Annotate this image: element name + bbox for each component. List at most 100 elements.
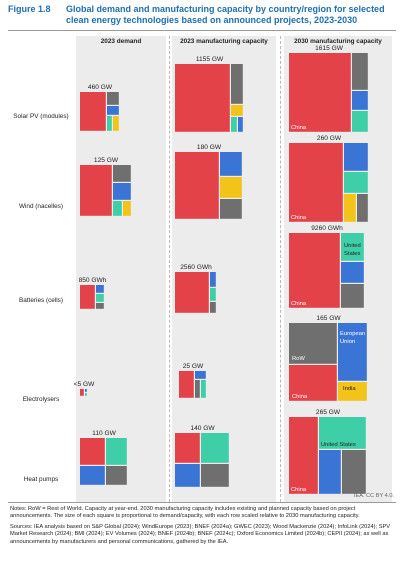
column-header: 2023 demand [100,38,142,45]
sources-text: Sources: IEA analysis based on S&P Globa… [10,523,391,545]
cell-value-label: 110 GW [92,430,116,437]
tile-other [195,380,200,398]
tile-china [289,233,340,308]
tile-united-states [344,172,368,193]
row-label-solar-pv: Solar PV (modules) [13,113,69,120]
tile-united-states [352,111,368,132]
top-rule [8,30,396,31]
tile-united-states [201,380,206,398]
cell-value-label: 260 GW [317,135,342,142]
row-label-electrolysers: Electrolysers [22,396,60,403]
tile-other [201,464,229,487]
tile-china [289,365,337,401]
tile-label: RoW [292,356,305,362]
credit: IEA. CC BY 4.0. [353,493,394,499]
tile-india [231,105,243,116]
cell-value-label: 1615 GW [315,45,344,52]
tile-united-states [85,393,87,396]
tile-other [220,199,242,219]
row-label-wind: Wind (nacelles) [18,203,64,210]
tile-china [80,165,112,216]
tile-other [289,323,337,364]
tile-china [175,433,200,463]
cell-value-label: 180 GW [197,144,222,151]
tile-united-states [107,116,112,131]
tile-india [344,194,356,222]
tile-other [342,450,366,494]
tile-united-states [96,294,104,302]
tile-other [341,284,364,308]
tile-label: United [344,243,361,249]
tile-united-states [113,201,122,216]
tile-label: States [344,251,361,257]
row-label-batteries: Batteries (cells) [18,297,64,304]
tile-china [289,417,318,494]
tile-other [106,466,127,485]
tile-united-states [341,233,364,261]
tile-european-union [319,450,341,494]
tile-european-union [338,323,367,381]
cell-value-label: 265 GW [316,409,341,416]
tile-label: China [291,301,307,307]
tile-label: European [340,331,365,337]
tile-label: China [291,215,307,221]
tile-united-states [106,438,127,465]
tile-european-union [238,117,243,132]
cell-value-label: 9260 GWh [311,225,343,232]
tile-china [175,272,209,313]
tile-european-union [113,183,131,200]
tile-india [113,116,119,131]
tile-other [231,64,243,104]
cell-value-label: 125 GW [94,157,119,164]
tile-china [289,53,351,132]
tile-china [179,371,194,398]
cell-value-label: 165 GW [316,315,341,322]
tile-other [210,302,216,313]
column-separator [169,36,170,502]
tile-china [289,143,343,222]
tile-label: China [291,125,307,131]
tile-european-union [210,272,216,287]
tile-other [96,303,104,309]
tile-european-union [195,371,206,379]
column-header: 2023 manufacturing capacity [180,38,268,45]
cell-value-label: 140 GW [190,425,215,432]
tile-china [80,92,106,131]
tile-other [113,165,131,182]
tile-european-union [344,143,368,171]
tile-united-states [319,417,366,449]
tile-label: United States [321,442,356,448]
tile-china [175,152,219,219]
tile-united-states [210,288,216,301]
tile-european-union [341,262,364,283]
tile-china [175,64,230,132]
column-header: 2030 manufacturing capacity [294,38,382,45]
tile-india [338,382,367,401]
cell-value-label: <5 GW [74,381,95,388]
cell-value-label: 1155 GW [196,56,224,63]
row-label-heat-pumps: Heat pumps [23,476,59,483]
tile-european-union [175,464,200,487]
tile-european-union [352,91,368,110]
tile-india [220,177,242,198]
column-separator [280,36,281,502]
tile-other [357,194,368,222]
tile-china [80,438,105,465]
figure-label: Figure 1.8 [8,4,51,14]
tile-united-states [231,117,237,132]
figure-title: Global demand and manufacturing capacity… [66,4,385,25]
tile-european-union [220,152,242,176]
cell-value-label: 850 GWh [79,277,107,284]
notes-block: Notes: RoW = Rest of World. Capacity at … [10,506,395,549]
tile-european-union [85,389,87,392]
tile-label: China [291,487,307,493]
tile-european-union [107,106,119,115]
tile-label: China [292,394,308,400]
tile-india [123,201,131,216]
cell-value-label: 460 GW [88,84,113,91]
tile-other [107,92,119,105]
tile-label: India [343,386,356,392]
tile-european-union [80,466,105,485]
tile-european-union [96,285,104,293]
bottom-rule [8,502,396,503]
